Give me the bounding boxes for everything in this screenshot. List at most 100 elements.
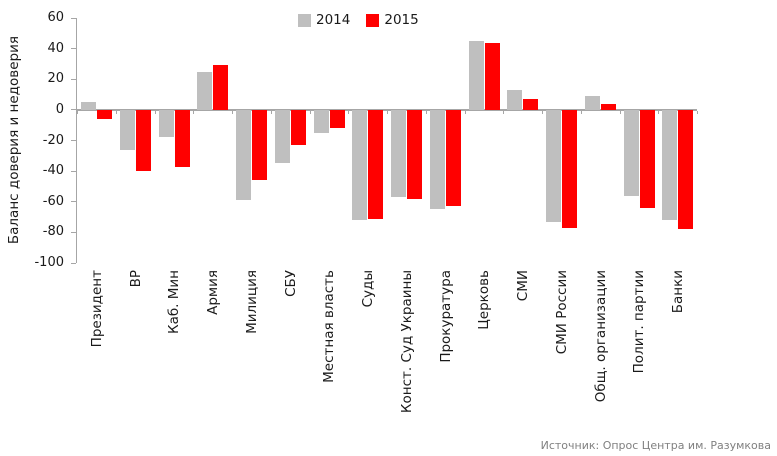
- legend-swatch-2014: [298, 13, 311, 27]
- legend-item-2014: 2014: [298, 12, 350, 28]
- x-axis-label: Каб. Мин: [166, 270, 183, 335]
- x-axis-label-wrap: Прокуратура: [438, 270, 455, 367]
- x-axis-label: Армия: [205, 270, 222, 315]
- y-axis-tick-label: -20: [42, 132, 64, 148]
- x-axis-tick: [425, 110, 427, 114]
- x-axis-label-wrap: Суды: [360, 270, 377, 311]
- x-axis-tick: [77, 110, 78, 114]
- x-axis-label-wrap: Церковь: [476, 270, 493, 334]
- bar-2015-СМИ: [523, 99, 539, 110]
- x-axis-label: Конст. Суд Украины: [398, 270, 415, 414]
- bar-2015-Президент: [97, 109, 112, 120]
- bar-2014-Прокуратура: [429, 109, 445, 210]
- x-axis-tick: [309, 110, 311, 114]
- y-axis-tick: [71, 78, 76, 80]
- x-axis-label: Президент: [88, 270, 105, 348]
- x-axis-label: СМИ России: [553, 270, 570, 355]
- y-axis-tick: [71, 140, 76, 141]
- x-axis-tick: [542, 110, 543, 114]
- y-axis-tick: [71, 170, 76, 172]
- x-axis-tick: [464, 110, 466, 114]
- x-axis-label: Банки: [670, 270, 687, 314]
- source-note: Источник: Опрос Центра им. Разумкова: [540, 439, 771, 452]
- bar-2015-СБУ: [290, 109, 306, 146]
- x-axis-label: Церковь: [476, 270, 493, 330]
- bar-2014-СМИ России: [546, 109, 561, 222]
- y-axis-tick-label: -100: [34, 255, 64, 270]
- bar-2014-Банки: [662, 109, 678, 221]
- bar-2015-Армия: [213, 65, 229, 110]
- y-axis-tick-label: 0: [55, 101, 64, 117]
- x-axis-tick: [387, 110, 388, 114]
- x-axis-tick: [697, 110, 698, 114]
- bar-2015-Церковь: [484, 42, 500, 110]
- x-axis-label-wrap: ВР: [128, 270, 145, 291]
- x-axis-tick: [348, 110, 350, 114]
- legend-label-2015: 2015: [384, 12, 419, 28]
- x-axis-tick: [154, 110, 156, 114]
- bar-2014-СБУ: [274, 109, 290, 164]
- y-axis-tick-label: 40: [47, 40, 64, 56]
- bar-2015-Каб. Мин: [174, 109, 190, 167]
- y-axis-tick: [71, 17, 76, 19]
- bar-2014-Конст. Суд Украины: [391, 109, 406, 198]
- bar-2014-Полит. партии: [623, 109, 639, 196]
- bar-2015-Общ. организации: [600, 103, 616, 110]
- y-axis-tick: [71, 201, 76, 203]
- bar-2014-Церковь: [468, 40, 484, 110]
- x-axis-tick: [270, 110, 272, 114]
- x-axis-label: Общ. организации: [592, 270, 609, 403]
- x-axis-label: СБУ: [282, 270, 299, 297]
- x-axis-tick: [232, 110, 233, 114]
- bar-2015-Местная власть: [329, 109, 345, 129]
- x-axis-label-wrap: Полит. партии: [631, 270, 648, 377]
- y-axis-tick-label: 20: [47, 71, 64, 87]
- y-axis-tick: [71, 262, 76, 264]
- x-axis-label-wrap: Конст. Суд Украины: [399, 270, 416, 417]
- y-axis-tick-label: -60: [42, 193, 64, 209]
- x-axis-label-wrap: СМИ России: [554, 270, 571, 358]
- x-axis-label: Полит. партии: [631, 270, 648, 374]
- y-axis-tick-label: 60: [47, 10, 64, 25]
- bar-2015-Милиция: [252, 109, 267, 181]
- x-axis-label: СМИ: [515, 270, 532, 302]
- legend-swatch-2015: [366, 13, 380, 27]
- bar-2014-Каб. Мин: [158, 109, 174, 138]
- bar-2015-СМИ России: [562, 109, 577, 228]
- legend-label-2014: 2014: [316, 12, 351, 28]
- x-axis-label-wrap: СМИ: [515, 270, 532, 305]
- bar-2014-Суды: [352, 109, 368, 221]
- y-axis-tick: [71, 109, 76, 111]
- x-axis-label-wrap: СБУ: [283, 270, 300, 301]
- x-axis-tick: [580, 110, 582, 114]
- x-axis-label-wrap: Общ. организации: [593, 270, 610, 406]
- bar-2014-Милиция: [236, 109, 251, 201]
- bar-2014-Местная власть: [313, 109, 329, 133]
- x-axis-label: ВР: [127, 270, 144, 288]
- x-axis-tick: [193, 110, 195, 114]
- bar-2015-Прокуратура: [445, 109, 461, 207]
- bar-2015-Конст. Суд Украины: [407, 109, 422, 199]
- x-axis-zero-line: [77, 109, 697, 111]
- x-axis-tick: [115, 110, 117, 114]
- x-axis-tick: [619, 110, 621, 114]
- bar-2014-Общ. организации: [584, 96, 600, 110]
- bar-2015-ВР: [135, 109, 151, 172]
- bar-2015-Полит. партии: [639, 109, 655, 208]
- y-axis-tick-label: -40: [42, 163, 64, 179]
- x-axis-label-wrap: Армия: [205, 270, 222, 319]
- legend: 2014 2015: [298, 12, 419, 28]
- x-axis-label: Прокуратура: [437, 270, 454, 363]
- x-axis-tick: [658, 110, 660, 114]
- y-axis-line: [76, 18, 77, 263]
- x-axis-label: Суды: [360, 270, 377, 308]
- y-axis-tick: [71, 231, 76, 233]
- x-axis-label-wrap: Президент: [89, 270, 106, 351]
- bar-2014-Армия: [197, 71, 213, 110]
- x-axis-tick: [503, 110, 505, 114]
- bar-2014-Президент: [81, 102, 96, 110]
- bar-2015-Банки: [678, 109, 694, 230]
- legend-item-2015: 2015: [366, 12, 419, 28]
- y-axis-tick: [71, 48, 76, 50]
